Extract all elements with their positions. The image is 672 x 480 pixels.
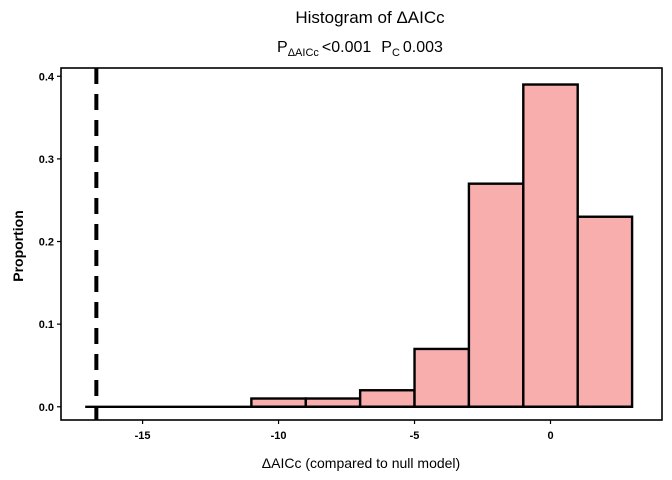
y-tick-label-3: 0.3 bbox=[39, 154, 54, 166]
y-tick-label-0: 0.0 bbox=[39, 402, 54, 414]
histogram-bar-3 bbox=[250, 397, 307, 408]
chart-subtitle: PΔAICc <0.001 PC 0.003 bbox=[277, 39, 443, 59]
histogram-bar-9 bbox=[576, 215, 634, 408]
histogram-bars bbox=[85, 83, 634, 408]
histogram-bar-4 bbox=[304, 397, 362, 408]
subtitle-p2-value: 0.003 bbox=[403, 39, 443, 56]
histogram-bar-8 bbox=[522, 83, 579, 408]
histogram-bar-6 bbox=[413, 347, 471, 408]
x-tick-label-1: -10 bbox=[271, 430, 287, 442]
y-tick-label-4: 0.4 bbox=[39, 71, 55, 83]
plot-panel-border bbox=[60, 67, 663, 421]
x-tick-label-2: -5 bbox=[410, 430, 420, 442]
x-axis-ticks: -15 -10 -5 0 bbox=[135, 420, 554, 442]
histogram-bar-5 bbox=[358, 389, 416, 408]
x-tick-label-0: -15 bbox=[135, 430, 151, 442]
y-axis-ticks: 0.0 0.1 0.2 0.3 0.4 bbox=[39, 71, 61, 414]
subtitle-p2-label: P bbox=[381, 39, 392, 56]
subtitle-p1-value: <0.001 bbox=[322, 39, 371, 56]
y-axis-title: Proportion bbox=[10, 210, 26, 282]
x-tick-label-3: 0 bbox=[547, 430, 553, 442]
x-axis-title: ΔAICc (compared to null model) bbox=[262, 455, 460, 471]
subtitle-p2-subscript: C bbox=[392, 47, 400, 59]
subtitle-p1-subscript: ΔAICc bbox=[288, 47, 320, 59]
y-tick-label-2: 0.2 bbox=[39, 237, 54, 249]
histogram-bar-7 bbox=[467, 182, 525, 408]
chart-title: Histogram of ΔAICc bbox=[295, 8, 445, 27]
y-tick-label-1: 0.1 bbox=[39, 319, 54, 331]
subtitle-p1-label: P bbox=[277, 39, 288, 56]
